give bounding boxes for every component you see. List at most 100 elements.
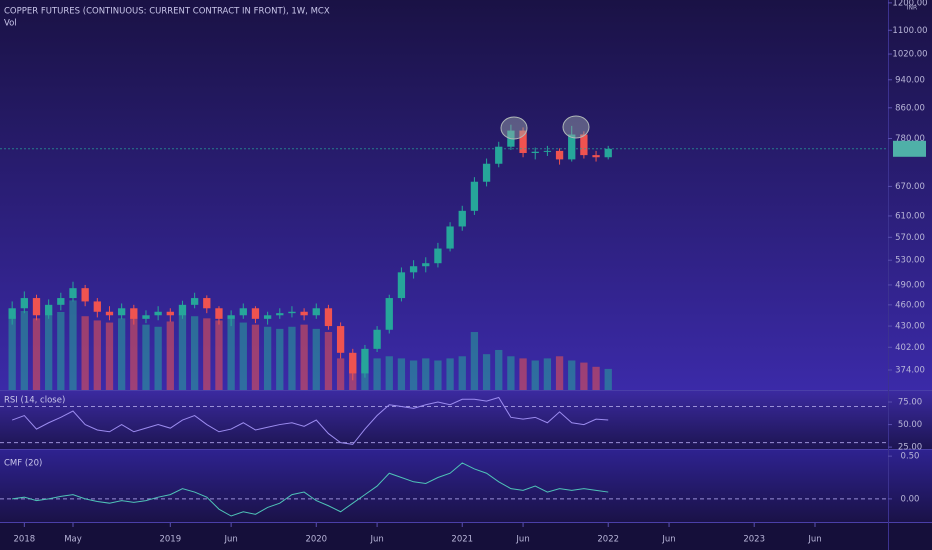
- volume-bar: [215, 320, 223, 390]
- candle-body: [385, 298, 393, 330]
- volume-bar: [604, 368, 612, 390]
- candle-body: [470, 181, 479, 211]
- y-tick-label: 530.00: [895, 256, 925, 266]
- candle-body: [434, 248, 442, 264]
- x-tick-label: Jun: [223, 535, 237, 545]
- volume-bar: [543, 358, 552, 390]
- candle-body: [20, 298, 28, 309]
- candle-body: [592, 155, 600, 158]
- volume-bar: [57, 312, 65, 390]
- rsi-pane: [0, 391, 932, 449]
- candle-body: [446, 226, 454, 249]
- candle-body: [422, 263, 430, 267]
- candle-body: [105, 311, 114, 316]
- cmf-title: CMF (20): [4, 459, 42, 469]
- candle-body: [57, 298, 65, 305]
- candle-body: [130, 308, 138, 319]
- volume-bar: [300, 324, 308, 390]
- y-tick-label: 670.00: [895, 182, 925, 192]
- volume-bar: [154, 326, 162, 390]
- volume-bar: [531, 360, 539, 390]
- x-tick-label: 2020: [305, 535, 327, 545]
- volume-bar: [507, 356, 515, 390]
- candle-body: [580, 134, 588, 156]
- volume-bar: [239, 322, 247, 390]
- candle-body: [312, 308, 320, 316]
- y-tick-label: 1100.00: [892, 26, 927, 36]
- candle-body: [300, 311, 308, 316]
- candle-body: [288, 311, 296, 314]
- candle-body: [166, 311, 174, 316]
- candle-body: [495, 146, 503, 164]
- rsi-tick-label: 25.00: [898, 443, 922, 453]
- candle-body: [142, 315, 150, 319]
- volume-bar: [422, 358, 430, 390]
- volume-bar: [592, 366, 600, 390]
- y-tick-label: 1020.00: [892, 50, 927, 60]
- candle-body: [81, 288, 89, 302]
- candle-body: [69, 288, 77, 299]
- x-tick-label: May: [64, 535, 82, 545]
- candle-body: [361, 348, 369, 374]
- y-tick-label: 610.00: [895, 211, 925, 221]
- cmf-tick-label: 0.00: [901, 494, 920, 504]
- x-tick-label: 2018: [14, 535, 36, 545]
- y-tick-label: 402.00: [895, 343, 925, 353]
- candle-body: [458, 210, 466, 227]
- volume-bar: [227, 316, 235, 390]
- volume-bar: [263, 326, 272, 390]
- candle-body: [239, 308, 247, 316]
- candle-body: [178, 304, 187, 316]
- candle-body: [93, 301, 101, 312]
- volume-label: Vol: [4, 19, 17, 29]
- x-tick-label: 2019: [159, 535, 181, 545]
- x-tick-label: Jun: [515, 535, 529, 545]
- candle-body: [154, 311, 162, 316]
- rsi-tick-label: 50.00: [898, 420, 922, 430]
- candle-body: [203, 298, 211, 309]
- y-tick-label: 570.00: [895, 233, 925, 243]
- x-tick-label: 2023: [743, 535, 765, 545]
- x-tick-label: Jun: [661, 535, 675, 545]
- candle-body: [263, 315, 272, 319]
- candle-body: [32, 298, 41, 316]
- candle-body: [604, 148, 612, 158]
- candle-body: [117, 308, 126, 316]
- marks: [8, 124, 612, 390]
- cmf-tick-label: 0.50: [901, 452, 920, 462]
- x-tick-label: 2022: [597, 535, 619, 545]
- y-tick-label: 374.00: [895, 366, 925, 376]
- candle-body: [324, 308, 333, 327]
- candle-body: [45, 304, 53, 316]
- volume-bar: [166, 321, 174, 390]
- volume-bar: [105, 322, 114, 390]
- y-tick-label: 430.00: [895, 322, 925, 332]
- time-axis: [0, 523, 932, 550]
- volume-bar: [117, 318, 126, 390]
- volume-bar: [276, 328, 284, 390]
- volume-bar: [409, 360, 418, 390]
- y-tick-label: 860.00: [895, 103, 925, 113]
- peak-marker: [500, 116, 528, 140]
- volume-bar: [142, 324, 150, 390]
- y-tick-label: 940.00: [895, 75, 925, 85]
- volume-bar: [336, 358, 345, 390]
- candle-body: [8, 308, 16, 319]
- candle-body: [336, 326, 345, 353]
- candle-body: [519, 130, 527, 153]
- volume-bar: [373, 358, 381, 390]
- candle-body: [373, 329, 381, 349]
- y-tick-label: 1200.00: [892, 0, 927, 8]
- volume-bar: [568, 360, 576, 390]
- rsi-title: RSI (14, close): [4, 396, 65, 406]
- volume-bar: [519, 358, 527, 390]
- volume-bar: [81, 316, 89, 390]
- volume-bar: [446, 358, 454, 390]
- x-tick-label: Jun: [369, 535, 383, 545]
- candle-body: [349, 352, 357, 374]
- y-tick-label: 490.00: [895, 280, 925, 290]
- volume-bar: [178, 314, 187, 390]
- rsi-tick-label: 75.00: [898, 398, 922, 408]
- volume-bar: [580, 362, 588, 390]
